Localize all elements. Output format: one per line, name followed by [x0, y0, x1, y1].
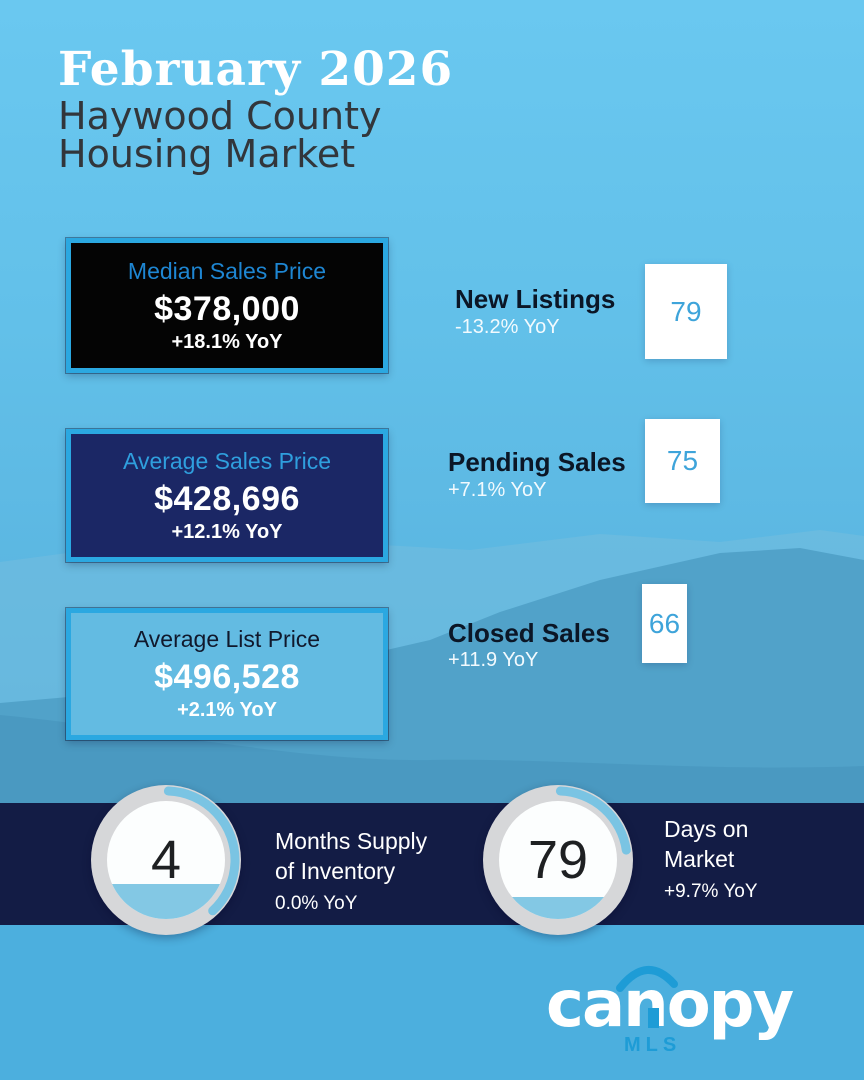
months-supply-gauge: 4 — [91, 785, 241, 935]
months-supply-value: 4 — [150, 830, 182, 890]
page-title-line2: Housing Market — [58, 132, 356, 176]
average-list-price-value: $496,528 — [154, 658, 300, 696]
months-supply-yoy: 0.0% YoY — [275, 893, 358, 914]
average-sales-price-value: $428,696 — [154, 479, 300, 518]
months-supply-label-line2: of Inventory — [275, 858, 396, 884]
new-listings-value-box: 79 — [645, 264, 727, 359]
days-on-market-label-line1: Days on — [664, 816, 749, 842]
median-sales-price-yoy: +18.1% YoY — [171, 330, 283, 353]
days-on-market-value: 79 — [527, 830, 589, 890]
page-title-line1: Haywood County — [58, 94, 382, 138]
gauge-face: 4 — [107, 801, 225, 919]
average-sales-price-label: Average Sales Price — [123, 447, 331, 474]
new-listings-value: 79 — [670, 295, 702, 327]
gauge-progress-arc — [92, 786, 240, 934]
days-on-market-yoy: +9.7% YoY — [664, 881, 758, 902]
page-title-region: Haywood County Housing Market — [58, 97, 381, 173]
average-sales-price-card: Average Sales Price $428,696 +12.1% YoY — [66, 429, 388, 562]
pending-sales-label: Pending Sales — [448, 447, 626, 477]
median-sales-price-value: $378,000 — [154, 289, 300, 328]
closed-sales-value: 66 — [648, 607, 681, 639]
average-list-price-yoy: +2.1% YoY — [177, 699, 277, 721]
days-on-market-label-line2: Market — [664, 846, 735, 872]
new-listings-yoy: -13.2% YoY — [455, 316, 560, 338]
gauge-liquid-fill — [499, 896, 617, 919]
page-title-month: February 2026 — [58, 42, 454, 97]
median-sales-price-card: Median Sales Price $378,000 +18.1% YoY — [66, 238, 388, 373]
gauge-progress-arc — [484, 786, 632, 934]
days-on-market-gauge: 79 — [483, 785, 633, 935]
closed-sales-value-box: 66 — [642, 584, 687, 663]
months-supply-label-block: Months Supply of Inventory 0.0% YoY — [275, 826, 427, 915]
new-listings-label: New Listings — [455, 284, 616, 314]
months-supply-label-line1: Months Supply — [275, 828, 428, 854]
average-list-price-card: Average List Price $496,528 +2.1% YoY — [66, 608, 388, 740]
closed-sales-label: Closed Sales — [448, 618, 610, 648]
pending-sales-value: 75 — [666, 445, 699, 476]
gauge-face: 79 — [499, 801, 617, 919]
canopy-mls-logo: canopy MLS — [546, 962, 806, 1074]
bottom-background-band — [0, 925, 864, 1080]
pending-sales-yoy: +7.1% YoY — [448, 479, 547, 501]
mls-logo-text: MLS — [624, 1034, 682, 1056]
canopy-door-icon — [648, 1008, 659, 1028]
median-sales-price-label: Median Sales Price — [127, 257, 327, 284]
days-on-market-label-block: Days on Market +9.7% YoY — [664, 814, 758, 903]
closed-sales-yoy: +11.9 YoY — [448, 649, 539, 671]
canopy-roof-arc-icon — [616, 965, 678, 992]
gauge-liquid-fill — [107, 883, 225, 919]
pending-sales-value-box: 75 — [645, 419, 720, 503]
average-sales-price-yoy: +12.1% YoY — [171, 520, 283, 543]
average-list-price-label: Average List Price — [133, 626, 321, 652]
